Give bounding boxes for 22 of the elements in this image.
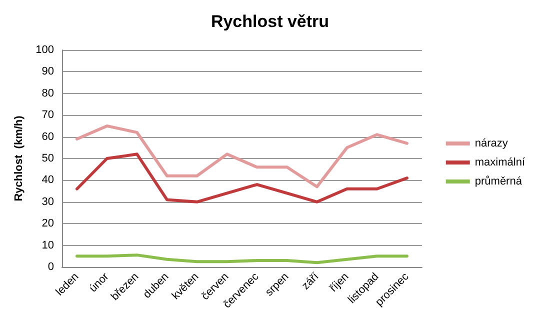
y-tick-label: 50 — [42, 152, 54, 164]
legend-label: nárazy — [474, 138, 508, 150]
y-tick-label: 0 — [48, 261, 54, 273]
y-tick-label: 70 — [42, 109, 54, 122]
y-tick-label: 60 — [42, 130, 54, 143]
line-series — [76, 254, 408, 264]
y-tick-label: 40 — [42, 174, 54, 186]
line-series — [76, 152, 408, 204]
y-tick-label: 80 — [42, 87, 54, 100]
y-tick-label: 20 — [42, 218, 54, 230]
chart-title: Rychlost větru — [210, 12, 330, 31]
y-tick-label: 30 — [42, 196, 54, 208]
line-series — [76, 124, 408, 188]
legend-label: průměrná — [474, 176, 523, 188]
x-tick-label: říjen — [328, 270, 352, 294]
y-axis-title: Rychlost (km/h) — [13, 115, 26, 202]
x-tick-label: září — [300, 270, 322, 292]
legend-label: maximální — [474, 156, 526, 168]
y-tick-label: 90 — [42, 66, 54, 78]
y-tick-label: 10 — [42, 239, 54, 252]
x-tick-label: únor — [87, 270, 112, 295]
y-tick-label: 100 — [36, 44, 54, 56]
